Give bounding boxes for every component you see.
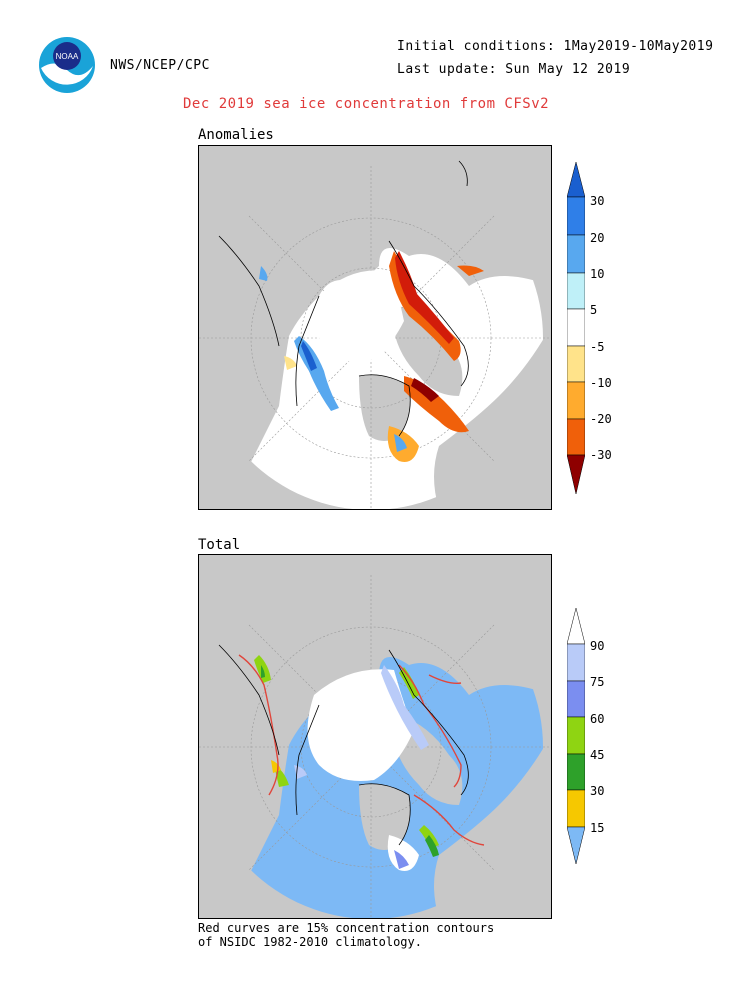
- total-colorbar-segment: [566, 753, 586, 791]
- anomalies-colorbar-label-5: -10: [590, 376, 612, 390]
- anomalies-colorbar-label-0: 30: [590, 194, 605, 208]
- anomalies-colorbar-segment: [566, 272, 586, 310]
- anomalies-colorbar-label-3: 5: [590, 303, 598, 317]
- total-colorbar-label-4: 30: [590, 784, 605, 798]
- total-colorbar-label-0: 90: [590, 639, 605, 653]
- total-colorbar-segment: [566, 789, 586, 828]
- anomalies-colorbar-segment: [566, 381, 586, 420]
- anomalies-map-svg: [199, 146, 551, 509]
- total-colorbar-label-3: 45: [590, 748, 605, 762]
- total-colorbar-svg: [566, 607, 586, 865]
- noaa-logo: NOAA: [38, 36, 96, 94]
- total-colorbar-label-5: 15: [590, 821, 605, 835]
- footnote: Red curves are 15% concentration contour…: [198, 921, 494, 949]
- total-colorbar-segment: [566, 607, 586, 645]
- anomalies-colorbar-segment: [566, 308, 586, 347]
- anomalies-colorbar-label-4: -5: [590, 340, 605, 354]
- total-colorbar: [566, 607, 586, 865]
- total-colorbar-segment: [566, 643, 586, 682]
- anomalies-colorbar-segment: [566, 161, 586, 198]
- anomalies-colorbar-label-1: 20: [590, 231, 605, 245]
- anomalies-colorbar-label-6: -20: [590, 412, 612, 426]
- figure-title: Dec 2019 sea ice concentration from CFSv…: [183, 96, 550, 112]
- anomalies-colorbar-segment: [566, 234, 586, 274]
- anomalies-colorbar-segment: [566, 418, 586, 456]
- total-map-svg: [199, 555, 551, 918]
- anomalies-colorbar-segment: [566, 454, 586, 495]
- anomalies-label: Anomalies: [198, 127, 274, 143]
- total-label: Total: [198, 537, 241, 553]
- anomalies-colorbar-label-2: 10: [590, 267, 605, 281]
- anomalies-colorbar-svg: [566, 161, 586, 495]
- org-label: NWS/NCEP/CPC: [110, 58, 210, 73]
- last-update: Last update: Sun May 12 2019: [397, 62, 631, 77]
- anomalies-colorbar-segment: [566, 345, 586, 383]
- footnote-line-1: Red curves are 15% concentration contour…: [198, 921, 495, 935]
- total-colorbar-segment: [566, 716, 586, 755]
- total-map: [198, 554, 552, 919]
- total-colorbar-segment: [566, 680, 586, 718]
- anomalies-colorbar: [566, 161, 586, 495]
- noaa-logo-icon: NOAA: [39, 37, 95, 93]
- total-colorbar-label-2: 60: [590, 712, 605, 726]
- anomalies-colorbar-label-7: -30: [590, 448, 612, 462]
- anomalies-map: [198, 145, 552, 510]
- total-colorbar-segment: [566, 826, 586, 865]
- anomalies-colorbar-segment: [566, 196, 586, 236]
- initial-conditions: Initial conditions: 1May2019-10May2019: [397, 39, 714, 54]
- svg-text:NOAA: NOAA: [56, 52, 79, 61]
- footnote-line-2: of NSIDC 1982-2010 climatology.: [198, 935, 422, 949]
- total-colorbar-label-1: 75: [590, 675, 605, 689]
